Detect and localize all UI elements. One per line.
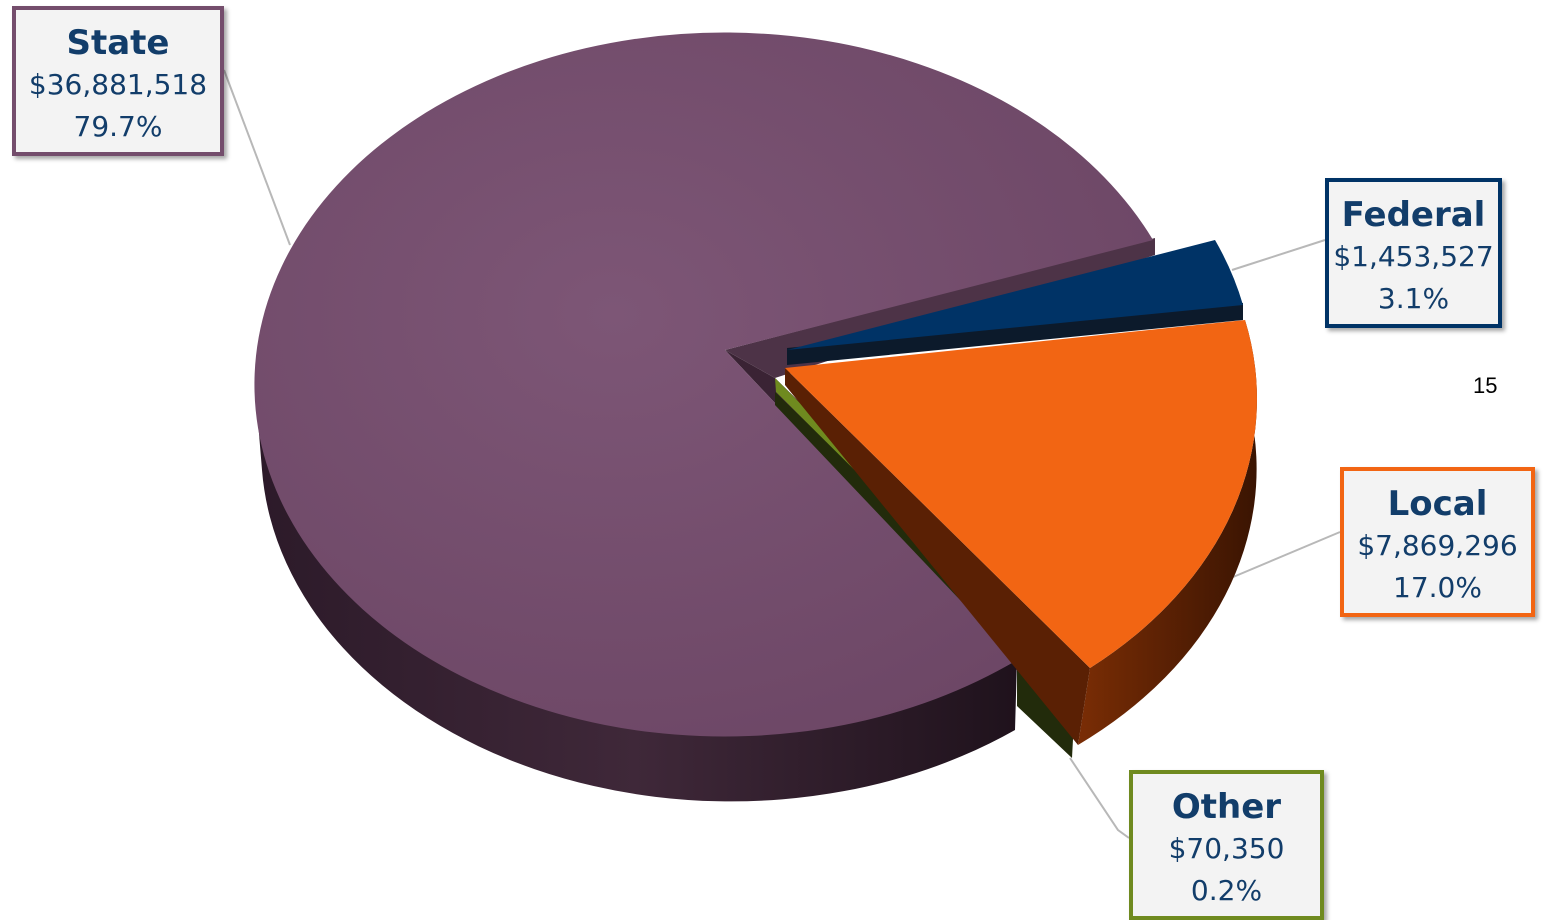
data-label-federal-name: Federal xyxy=(1341,195,1486,235)
data-label-other-amount: $70,350 xyxy=(1168,832,1285,865)
data-label-federal: Federal $1,453,527 3.1% xyxy=(1325,178,1502,328)
data-label-local-name: Local xyxy=(1387,484,1488,524)
pie-slice-local-wall xyxy=(785,368,1090,745)
leader-line-local xyxy=(1225,531,1341,581)
data-label-other: Other $70,350 0.2% xyxy=(1129,770,1324,920)
data-label-state: State $36,881,518 79.7% xyxy=(12,6,224,156)
data-label-state-name: State xyxy=(66,23,170,63)
data-label-local-percent: 17.0% xyxy=(1393,571,1482,604)
data-label-other-name: Other xyxy=(1171,787,1282,827)
pie-slice-local-side xyxy=(1078,320,1257,745)
data-label-local: Local $7,869,296 17.0% xyxy=(1340,467,1535,617)
data-label-federal-percent: 3.1% xyxy=(1377,282,1450,315)
page-number: 15 xyxy=(1473,373,1498,398)
pie-slice-federal xyxy=(787,240,1243,350)
data-label-other-percent: 0.2% xyxy=(1190,874,1263,907)
data-label-local-amount: $7,869,296 xyxy=(1357,529,1518,562)
leader-line-other xyxy=(1069,757,1130,839)
pie-slice-state-side xyxy=(255,385,1017,802)
pie-slice-other-side xyxy=(775,392,1076,758)
data-label-state-amount: $36,881,518 xyxy=(28,68,208,101)
pie-slice-federal-side xyxy=(787,303,1243,365)
data-label-state-percent: 79.7% xyxy=(73,110,163,143)
pie-slice-state xyxy=(254,32,1153,737)
leader-line-federal xyxy=(1231,239,1326,271)
data-label-federal-amount: $1,453,527 xyxy=(1333,240,1494,273)
pie-slice-local xyxy=(785,320,1257,668)
leader-line-state xyxy=(223,69,291,246)
